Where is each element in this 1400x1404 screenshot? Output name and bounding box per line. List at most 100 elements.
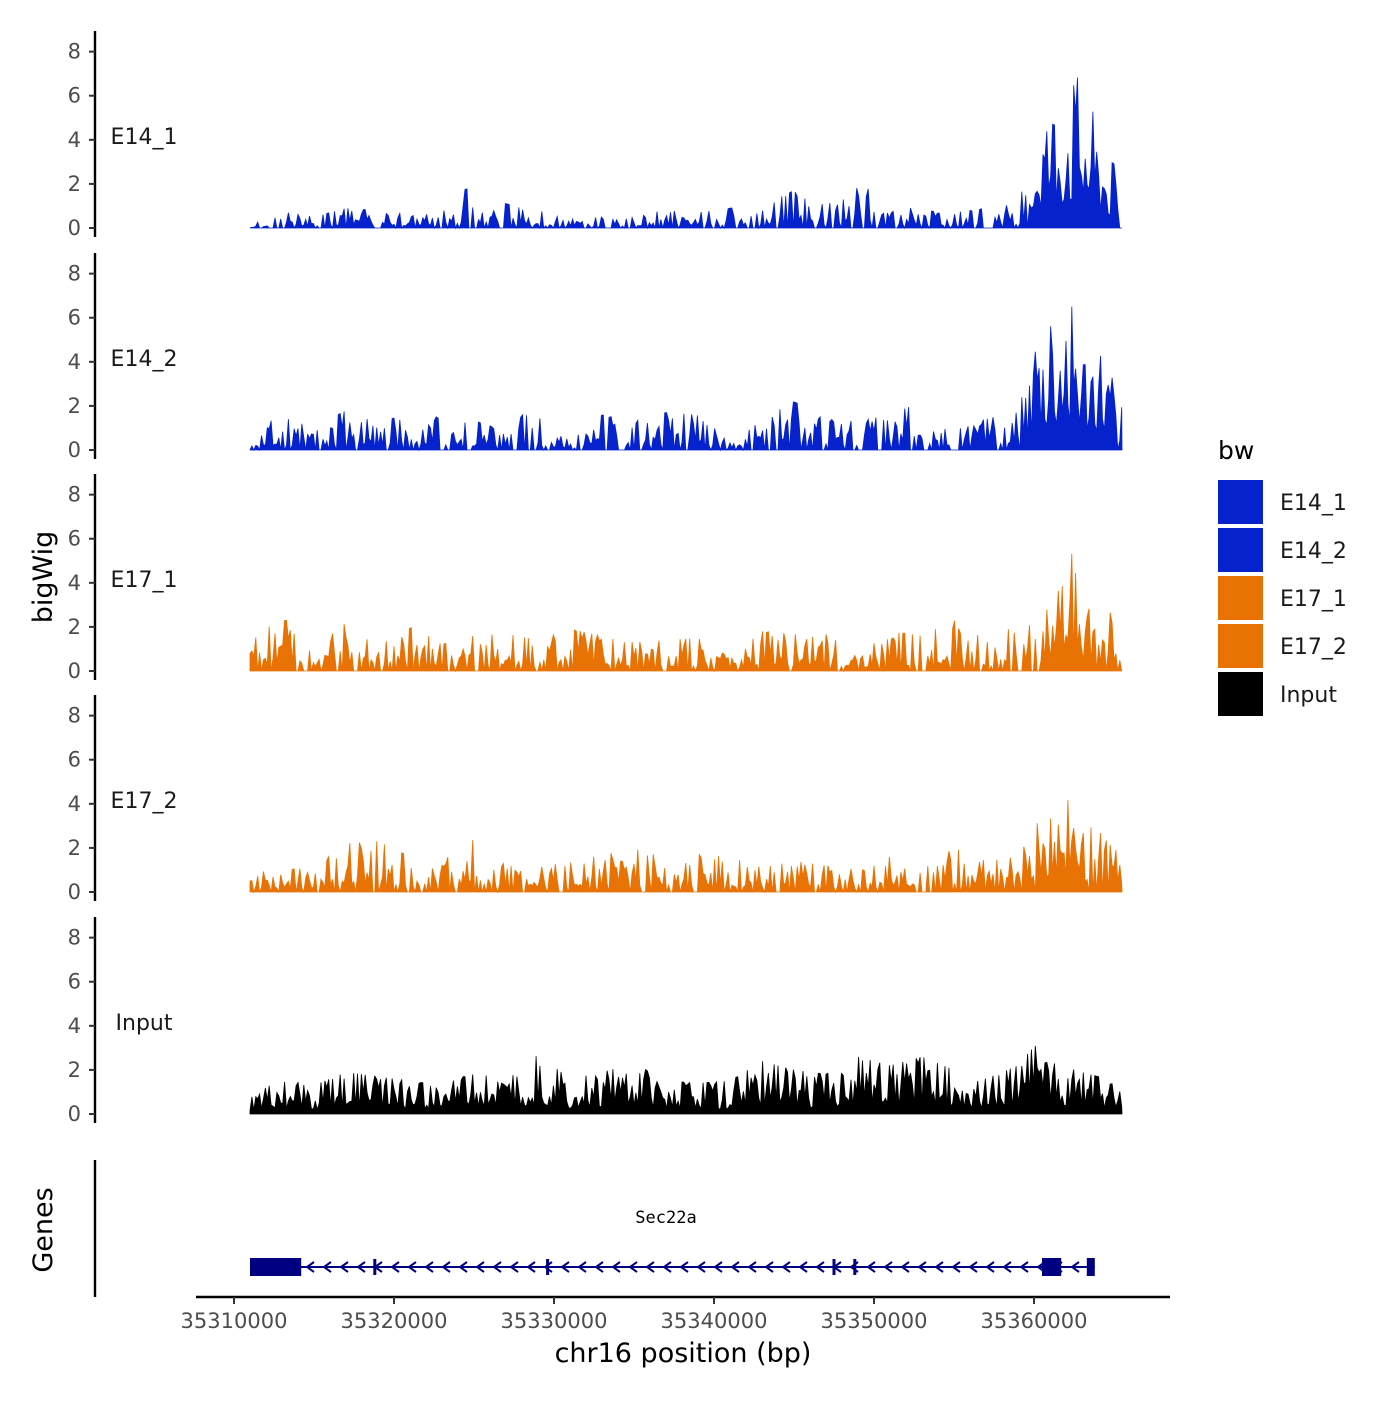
y-tick-label: 8 (68, 926, 81, 950)
track-E14_1: 0 2 4 6 8 E14_1 (68, 31, 1122, 240)
y-tick-label: 8 (68, 483, 81, 507)
gene-small-exon (853, 1259, 857, 1275)
strand-arrow (781, 1261, 791, 1273)
strand-arrow (815, 1261, 825, 1273)
area-Input (249, 1045, 1123, 1115)
strand-arrow (713, 1261, 723, 1273)
y-tick-label: 2 (68, 394, 81, 418)
strand-arrow (594, 1261, 604, 1273)
strand-arrow (934, 1261, 944, 1273)
y-tick-label: 6 (68, 306, 81, 330)
strand-arrow (458, 1261, 468, 1273)
y-tick-label: 4 (68, 571, 81, 595)
y-tick-label: 4 (68, 128, 81, 152)
strand-arrow (424, 1261, 434, 1273)
legend-label-Input: Input (1280, 683, 1337, 708)
track-label-E17_1: E17_1 (111, 568, 178, 593)
x-tick-label: 35330000 (501, 1309, 608, 1333)
x-tick-label: 35320000 (341, 1309, 448, 1333)
legend-swatch-E17_2 (1218, 624, 1263, 668)
legend-label-E17_2: E17_2 (1280, 635, 1347, 660)
gene-name-label: Sec22a (635, 1208, 696, 1228)
strand-arrow (628, 1261, 638, 1273)
track-Input: 0 2 4 6 8 Input (68, 917, 1123, 1126)
x-tick-label: 35310000 (181, 1309, 288, 1333)
gene-exon (250, 1258, 302, 1276)
gene-exon (1086, 1258, 1095, 1276)
x-tick-label: 35360000 (981, 1309, 1088, 1333)
strand-arrow (1070, 1261, 1080, 1273)
legend-label-E14_1: E14_1 (1280, 491, 1347, 516)
area-E14_2 (249, 306, 1123, 452)
x-tick-label: 35340000 (661, 1309, 768, 1333)
strand-arrow (866, 1261, 876, 1273)
y-tick-label: 0 (68, 216, 81, 240)
strand-arrow (543, 1261, 553, 1273)
strand-arrow (322, 1261, 332, 1273)
strand-arrow (475, 1261, 485, 1273)
gene-exon (1042, 1258, 1062, 1276)
strand-arrow (730, 1261, 740, 1273)
y-tick-label: 4 (68, 1014, 81, 1038)
track-E17_1: 0 2 4 6 8 E17_1 (68, 474, 1123, 683)
strand-arrow (305, 1261, 315, 1273)
strand-arrow (645, 1261, 655, 1273)
strand-arrow (339, 1261, 349, 1273)
gene-small-exon (546, 1259, 550, 1275)
strand-arrow (492, 1261, 502, 1273)
strand-arrow (509, 1261, 519, 1273)
strand-arrow (407, 1261, 417, 1273)
strand-arrow (1002, 1261, 1012, 1273)
strand-arrow (356, 1261, 366, 1273)
gene-small-exon (832, 1259, 836, 1275)
x-axis-title: chr16 position (bp) (555, 1338, 812, 1369)
strand-arrow (985, 1261, 995, 1273)
y-tick-label: 8 (68, 704, 81, 728)
track-label-E14_1: E14_1 (111, 125, 178, 150)
strand-arrow (917, 1261, 927, 1273)
track-label-Input: Input (116, 1011, 173, 1036)
strand-arrow (441, 1261, 451, 1273)
legend-swatch-E14_1 (1218, 480, 1263, 524)
y-tick-label: 6 (68, 84, 81, 108)
area-E17_1 (249, 553, 1123, 673)
strand-arrow (883, 1261, 893, 1273)
y-tick-label: 8 (68, 262, 81, 286)
legend-label-E14_2: E14_2 (1280, 539, 1347, 564)
y-tick-label: 2 (68, 172, 81, 196)
legend-swatch-E14_2 (1218, 528, 1263, 572)
y-axis-title: bigWig (28, 531, 59, 624)
y-tick-label: 2 (68, 615, 81, 639)
genes-track: Sec22a (93, 1160, 1095, 1297)
legend-swatch-Input (1218, 672, 1263, 716)
legend-label-E17_1: E17_1 (1280, 587, 1347, 612)
y-tick-label: 2 (68, 1058, 81, 1082)
strand-arrow (390, 1261, 400, 1273)
y-tick-label: 0 (68, 1102, 81, 1126)
strand-arrow (662, 1261, 672, 1273)
strand-arrow (696, 1261, 706, 1273)
genes-axis-title: Genes (28, 1187, 59, 1272)
y-tick-label: 2 (68, 836, 81, 860)
tracks: 0 2 4 6 8 E14_1 0 2 4 6 8 E14_2 0 2 4 6 8 E17_1 0 2 4 6 8 E17_2… (68, 31, 1123, 1126)
area-E17_2 (249, 800, 1123, 894)
strand-arrow (679, 1261, 689, 1273)
y-tick-label: 8 (68, 40, 81, 64)
track-E14_2: 0 2 4 6 8 E14_2 (68, 253, 1123, 462)
area-E14_1 (249, 77, 1122, 230)
track-E17_2: 0 2 4 6 8 E17_2 (68, 695, 1123, 904)
strand-arrow (1019, 1261, 1029, 1273)
track-label-E17_2: E17_2 (111, 789, 178, 814)
y-tick-label: 0 (68, 438, 81, 462)
track-label-E14_2: E14_2 (111, 347, 178, 372)
strand-arrow (611, 1261, 621, 1273)
legend-swatch-E17_1 (1218, 576, 1263, 620)
x-tick-label: 35350000 (821, 1309, 928, 1333)
strand-arrow (968, 1261, 978, 1273)
y-tick-label: 4 (68, 792, 81, 816)
y-tick-label: 6 (68, 527, 81, 551)
strand-arrow (526, 1261, 536, 1273)
strand-arrow (577, 1261, 587, 1273)
